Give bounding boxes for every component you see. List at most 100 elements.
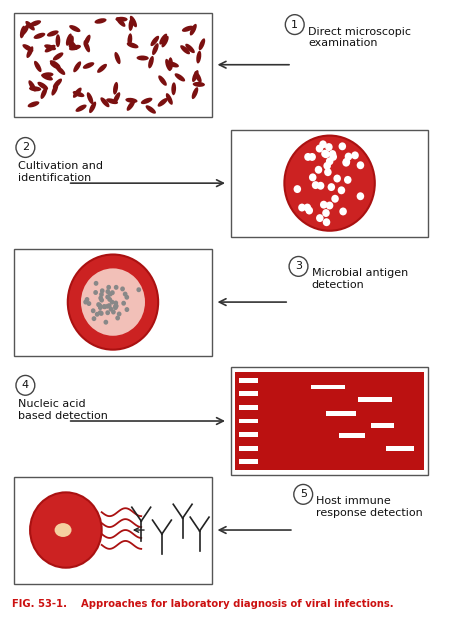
Circle shape xyxy=(331,195,339,203)
Bar xyxy=(236,373,424,470)
Circle shape xyxy=(322,151,330,158)
Ellipse shape xyxy=(190,24,197,35)
Circle shape xyxy=(68,254,158,350)
Ellipse shape xyxy=(174,73,185,81)
Ellipse shape xyxy=(114,52,120,64)
Ellipse shape xyxy=(97,64,107,73)
Bar xyxy=(386,446,414,451)
Ellipse shape xyxy=(150,35,159,46)
Circle shape xyxy=(113,305,118,310)
Bar xyxy=(339,433,365,438)
Ellipse shape xyxy=(41,72,54,77)
Bar xyxy=(358,397,392,402)
Circle shape xyxy=(339,208,347,215)
Circle shape xyxy=(96,302,101,307)
Ellipse shape xyxy=(53,52,64,60)
Ellipse shape xyxy=(73,91,84,97)
Ellipse shape xyxy=(41,74,53,80)
Ellipse shape xyxy=(128,34,132,46)
Text: FIG. 53-1.    Approaches for laboratory diagnosis of viral infections.: FIG. 53-1. Approaches for laboratory dia… xyxy=(12,600,394,610)
Text: 2: 2 xyxy=(22,142,29,152)
Ellipse shape xyxy=(193,82,205,87)
Circle shape xyxy=(317,182,324,190)
Text: 1: 1 xyxy=(291,19,298,30)
Circle shape xyxy=(105,289,110,294)
Bar xyxy=(14,476,212,583)
Bar xyxy=(231,129,428,236)
Ellipse shape xyxy=(196,51,201,63)
Circle shape xyxy=(103,320,108,325)
Circle shape xyxy=(322,209,330,217)
Ellipse shape xyxy=(26,21,35,30)
Circle shape xyxy=(356,192,364,200)
Circle shape xyxy=(315,166,322,174)
Ellipse shape xyxy=(68,40,77,50)
Ellipse shape xyxy=(28,80,36,91)
Circle shape xyxy=(298,203,306,211)
Ellipse shape xyxy=(167,62,179,67)
Bar xyxy=(239,405,258,410)
Circle shape xyxy=(309,153,316,161)
Circle shape xyxy=(100,298,104,302)
Circle shape xyxy=(342,159,350,167)
Circle shape xyxy=(345,152,352,160)
Circle shape xyxy=(125,295,129,300)
Circle shape xyxy=(306,207,313,215)
Bar xyxy=(239,459,258,464)
Circle shape xyxy=(329,153,337,161)
Circle shape xyxy=(123,292,128,297)
Bar xyxy=(371,424,393,429)
Bar xyxy=(14,249,212,356)
Circle shape xyxy=(16,376,35,395)
Ellipse shape xyxy=(192,70,199,82)
Circle shape xyxy=(105,304,110,309)
Text: Cultivation and
identification: Cultivation and identification xyxy=(18,161,103,183)
Circle shape xyxy=(83,300,88,305)
Ellipse shape xyxy=(29,86,41,91)
Circle shape xyxy=(326,202,333,210)
Ellipse shape xyxy=(22,24,29,35)
Ellipse shape xyxy=(55,523,72,537)
Ellipse shape xyxy=(152,43,159,55)
Circle shape xyxy=(99,292,104,297)
Text: Direct microscopic
examination: Direct microscopic examination xyxy=(308,27,411,48)
Ellipse shape xyxy=(116,17,126,27)
Ellipse shape xyxy=(130,16,137,27)
Ellipse shape xyxy=(34,61,42,72)
Ellipse shape xyxy=(69,35,74,48)
Circle shape xyxy=(98,310,102,315)
Circle shape xyxy=(321,150,328,157)
Ellipse shape xyxy=(125,98,137,103)
Bar xyxy=(239,378,258,383)
Ellipse shape xyxy=(148,56,154,68)
Ellipse shape xyxy=(171,82,176,95)
Circle shape xyxy=(102,304,107,309)
Ellipse shape xyxy=(113,92,120,104)
Ellipse shape xyxy=(182,26,193,32)
Ellipse shape xyxy=(73,88,82,98)
Ellipse shape xyxy=(158,75,167,86)
Bar xyxy=(311,384,345,389)
Circle shape xyxy=(105,294,110,299)
Ellipse shape xyxy=(194,72,201,83)
Circle shape xyxy=(91,309,96,313)
Bar xyxy=(239,391,258,396)
Circle shape xyxy=(333,175,341,182)
Circle shape xyxy=(87,301,91,306)
Circle shape xyxy=(324,168,332,176)
Circle shape xyxy=(114,285,118,290)
Ellipse shape xyxy=(94,18,107,24)
Ellipse shape xyxy=(22,44,33,52)
Ellipse shape xyxy=(50,60,61,68)
Ellipse shape xyxy=(40,87,47,99)
Circle shape xyxy=(111,310,116,315)
Circle shape xyxy=(284,136,375,231)
Ellipse shape xyxy=(180,45,190,54)
Ellipse shape xyxy=(83,62,94,69)
Text: Microbial antigen
detection: Microbial antigen detection xyxy=(312,268,408,290)
Ellipse shape xyxy=(55,66,65,75)
Ellipse shape xyxy=(185,44,195,53)
Ellipse shape xyxy=(20,26,25,39)
Ellipse shape xyxy=(73,62,81,72)
Ellipse shape xyxy=(69,45,81,50)
